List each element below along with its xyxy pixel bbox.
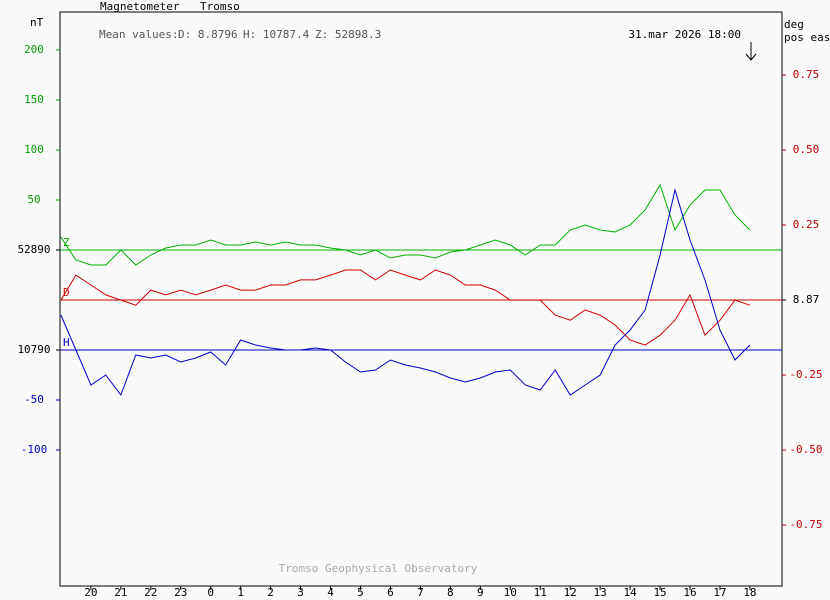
y2-axis-label: pos east (784, 31, 830, 44)
x-tick-label: 2 (267, 586, 274, 599)
plot-frame (59, 11, 783, 587)
x-tick-label: 1 (237, 586, 244, 599)
x-tick-label: 5 (357, 586, 364, 599)
x-tick-label: 0 (207, 586, 214, 599)
mean-value: H: 10787.4 (243, 28, 310, 41)
y-tick-label: -100 (21, 443, 48, 456)
x-tick-label: 18 (743, 586, 756, 599)
y2-tick-label: -0.50 (789, 443, 822, 456)
y2-tick-label: 8.87 (793, 293, 820, 306)
x-tick-label: 8 (447, 586, 454, 599)
x-tick-label: 16 (683, 586, 696, 599)
x-tick-label: 3 (297, 586, 304, 599)
mean-label: Mean values: (99, 28, 178, 41)
x-tick-label: 21 (114, 586, 127, 599)
y-tick-label: 100 (24, 143, 44, 156)
mean-value: Z: 52898.3 (315, 28, 381, 41)
x-tick-label: 22 (144, 586, 157, 599)
x-tick-label: 12 (564, 586, 577, 599)
y-tick-label: 150 (24, 93, 44, 106)
y-tick-label: -50 (24, 393, 44, 406)
y-tick-label: 10790 (17, 343, 50, 356)
x-tick-label: 17 (713, 586, 726, 599)
y-tick-label: 50 (27, 193, 40, 206)
x-tick-label: 6 (387, 586, 394, 599)
y-axis-label: nT (30, 16, 44, 29)
series-label: H (63, 336, 70, 349)
x-tick-label: 15 (653, 586, 666, 599)
y2-tick-label: 0.75 (793, 68, 820, 81)
x-tick-label: 11 (534, 586, 547, 599)
x-tick-label: 14 (623, 586, 637, 599)
arrow (745, 42, 757, 61)
x-tick-label: 10 (504, 586, 517, 599)
series-line (60, 269, 751, 346)
y2-tick-label: 0.50 (793, 143, 820, 156)
y2-tick-label: -0.25 (789, 368, 822, 381)
y-tick-label: 200 (24, 43, 44, 56)
x-tick-label: 7 (417, 586, 424, 599)
timestamp: 31.mar 2026 18:00 (628, 28, 741, 41)
series-label: Z (63, 236, 70, 249)
series-line (60, 183, 751, 266)
mean-value: D: 8.8796 (178, 28, 238, 41)
series-line (60, 188, 751, 397)
series-label: D (63, 286, 70, 299)
y2-tick-label: -0.75 (789, 518, 822, 531)
x-tick-label: 23 (174, 586, 187, 599)
y-tick-label: 52890 (17, 243, 50, 256)
station: Tromso (200, 0, 240, 13)
chart-title: Magnetometer (100, 0, 180, 13)
y2-tick-label: 0.25 (793, 218, 820, 231)
y2-axis-label: deg (784, 18, 804, 31)
x-tick-label: 20 (84, 586, 97, 599)
x-tick-label: 13 (594, 586, 607, 599)
x-tick-label: 4 (327, 586, 334, 599)
x-tick-label: 9 (477, 586, 484, 599)
footer: Tromso Geophysical Observatory (279, 562, 478, 575)
